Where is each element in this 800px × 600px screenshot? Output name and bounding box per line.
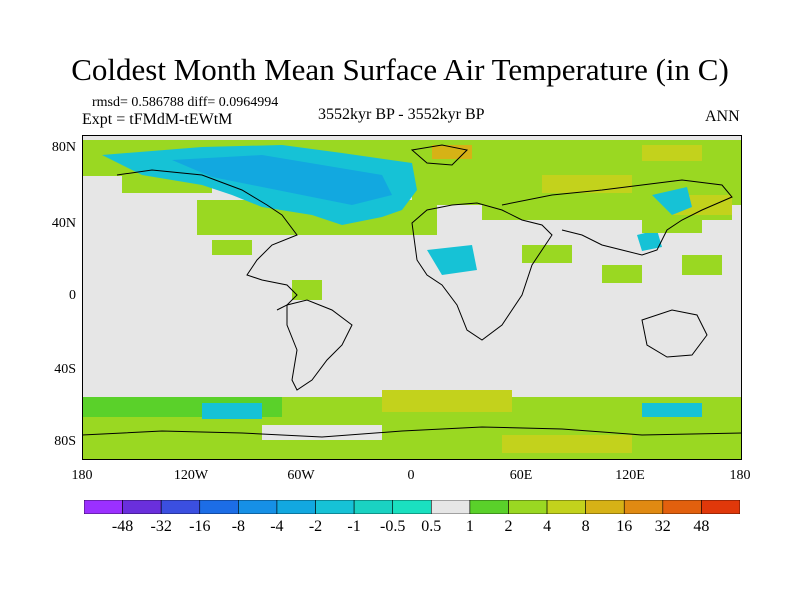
colorbar-label: 1: [465, 518, 474, 535]
lon-label-180w: 180: [71, 468, 93, 483]
north-atlantic-cool-field: [102, 145, 692, 275]
lon-label-0: 0: [407, 468, 415, 483]
colorbar-label: 2: [504, 518, 513, 535]
lat-label-40n: 40N: [51, 216, 76, 231]
midlatitude-warm-patches: [212, 215, 722, 300]
colorbar-box: [199, 500, 239, 514]
colorbar-label: -32: [150, 518, 172, 535]
colorbar-box: [238, 500, 278, 514]
colorbar-label: -1: [347, 518, 361, 535]
colorbar-label: 8: [581, 518, 590, 535]
colorbar-box: [276, 500, 316, 514]
lon-label-60w: 60W: [287, 468, 315, 483]
australia-coast: [641, 309, 708, 358]
colorbar-label: -8: [231, 518, 246, 535]
asia-coast: [501, 179, 733, 256]
colorbar-box: [508, 500, 548, 514]
lon-label-180e: 180: [729, 468, 751, 483]
lat-label-80s: 80S: [54, 434, 76, 449]
colorbar-box: [430, 500, 471, 514]
colorbar-box: [392, 500, 432, 514]
colorbar-box: [662, 500, 702, 514]
antarctica-coast: [82, 426, 742, 438]
colorbar-box: [353, 500, 394, 514]
colorbar-label: 32: [654, 518, 671, 535]
africa-eurasia-coast: [411, 202, 553, 341]
south-america-coast: [286, 299, 353, 391]
colorbar-box: [315, 500, 355, 514]
lat-label-80n: 80N: [51, 140, 76, 155]
colorbar-box: [160, 500, 201, 514]
colorbar-label: -2: [308, 518, 323, 535]
colorbar-box: [623, 500, 664, 514]
lat-label-40s: 40S: [54, 362, 76, 377]
colorbar-box: [585, 500, 625, 514]
lat-label-0: 0: [69, 288, 76, 303]
coastlines: [82, 144, 742, 438]
colorbar-box: [122, 500, 162, 514]
colorbar-label: 4: [543, 518, 552, 535]
colorbar-label: -0.5: [380, 518, 406, 535]
north-america-coast: [116, 169, 298, 311]
colorbar-box: [84, 500, 123, 514]
colorbar-label: -16: [189, 518, 211, 535]
map-frame: [82, 135, 742, 460]
colorbar: [84, 500, 740, 514]
colorbar-label: -48: [111, 518, 134, 535]
season-label: ANN: [705, 108, 740, 125]
greenland-coast: [410, 144, 469, 166]
colorbar-box: [546, 500, 586, 514]
lon-label-120e: 120E: [615, 468, 645, 483]
lon-label-60e: 60E: [509, 468, 533, 483]
colorbar-label: -4: [270, 518, 284, 535]
colorbar-label: 16: [616, 518, 633, 535]
lon-label-120w: 120W: [173, 468, 209, 483]
experiment-line: Expt = tFMdM-tEWtM: [82, 111, 233, 128]
colorbar-box: [469, 500, 509, 514]
colorbar-label: 48: [693, 518, 710, 535]
world-map: [82, 135, 742, 460]
colorbar-box: [701, 500, 740, 514]
map-title: Coldest Month Mean Surface Air Temperatu…: [71, 52, 729, 87]
colorbar-label: 0.5: [421, 518, 442, 535]
period-label: 3552kyr BP - 3552kyr BP: [318, 106, 485, 123]
antarctic-warm-field: [82, 390, 742, 460]
stats-line: rmsd= 0.586788 diff= 0.0964994: [92, 95, 279, 110]
